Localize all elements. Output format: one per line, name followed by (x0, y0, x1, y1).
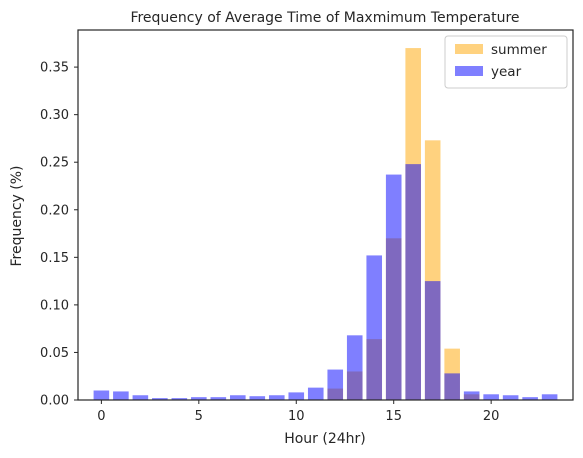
year-bar-12 (327, 369, 344, 400)
year-bar-0 (93, 390, 110, 400)
year-bar-13 (346, 335, 363, 400)
year-bar-19 (463, 391, 480, 400)
year-bar-23 (541, 394, 558, 400)
year-bar-15 (385, 174, 402, 400)
year-bar-8 (249, 396, 266, 400)
year-bar-6 (210, 397, 227, 400)
legend-label-summer: summer (491, 42, 547, 58)
x-axis-label: Hour (24hr) (284, 431, 366, 447)
year-bar-7 (230, 395, 246, 400)
y-axis-label: Frequency (%) (9, 165, 25, 266)
plot-area (93, 48, 558, 401)
x-tick-label-0: 0 (97, 409, 105, 424)
year-bar-4 (171, 398, 188, 400)
y-tick-label-2: 0.10 (40, 298, 69, 313)
year-bar-20 (483, 394, 499, 400)
plot-frame (77, 29, 574, 401)
legend-swatch-summer (455, 44, 483, 54)
chart-title: Frequency of Average Time of Maxmimum Te… (130, 10, 519, 26)
year-bar-22 (522, 397, 538, 400)
year-bar-17 (424, 281, 441, 400)
year-bar-1 (113, 391, 129, 400)
year-bar-2 (132, 395, 149, 400)
series-year (93, 164, 558, 400)
y-tick-label-1: 0.05 (40, 346, 69, 361)
year-bar-5 (191, 397, 207, 400)
x-tick-label-10: 10 (288, 409, 305, 424)
x-tick-label-5: 5 (195, 409, 203, 424)
year-bar-18 (444, 373, 460, 400)
year-bar-11 (307, 387, 324, 400)
y-tick-label-4: 0.20 (40, 203, 69, 218)
year-bar-10 (288, 392, 305, 400)
year-bar-9 (268, 395, 285, 400)
y-axis: 0.00 0.05 0.10 0.15 0.20 0.25 0.30 0.35 (40, 61, 78, 409)
legend-swatch-year (455, 66, 483, 76)
y-tick-label-6: 0.30 (40, 108, 69, 123)
y-tick-label-0: 0.00 (40, 394, 69, 409)
x-tick-label-20: 20 (483, 409, 500, 424)
legend: summer year (444, 35, 568, 89)
year-bar-21 (502, 395, 519, 400)
x-axis: 0 5 10 15 20 (97, 400, 499, 424)
year-bar-14 (366, 255, 383, 400)
y-tick-label-7: 0.35 (40, 61, 69, 76)
year-bar-3 (152, 398, 168, 400)
x-tick-label-15: 15 (385, 409, 402, 424)
year-bar-16 (405, 164, 421, 400)
y-tick-label-5: 0.25 (40, 156, 69, 171)
y-tick-label-3: 0.15 (40, 251, 69, 266)
legend-label-year: year (491, 64, 522, 80)
